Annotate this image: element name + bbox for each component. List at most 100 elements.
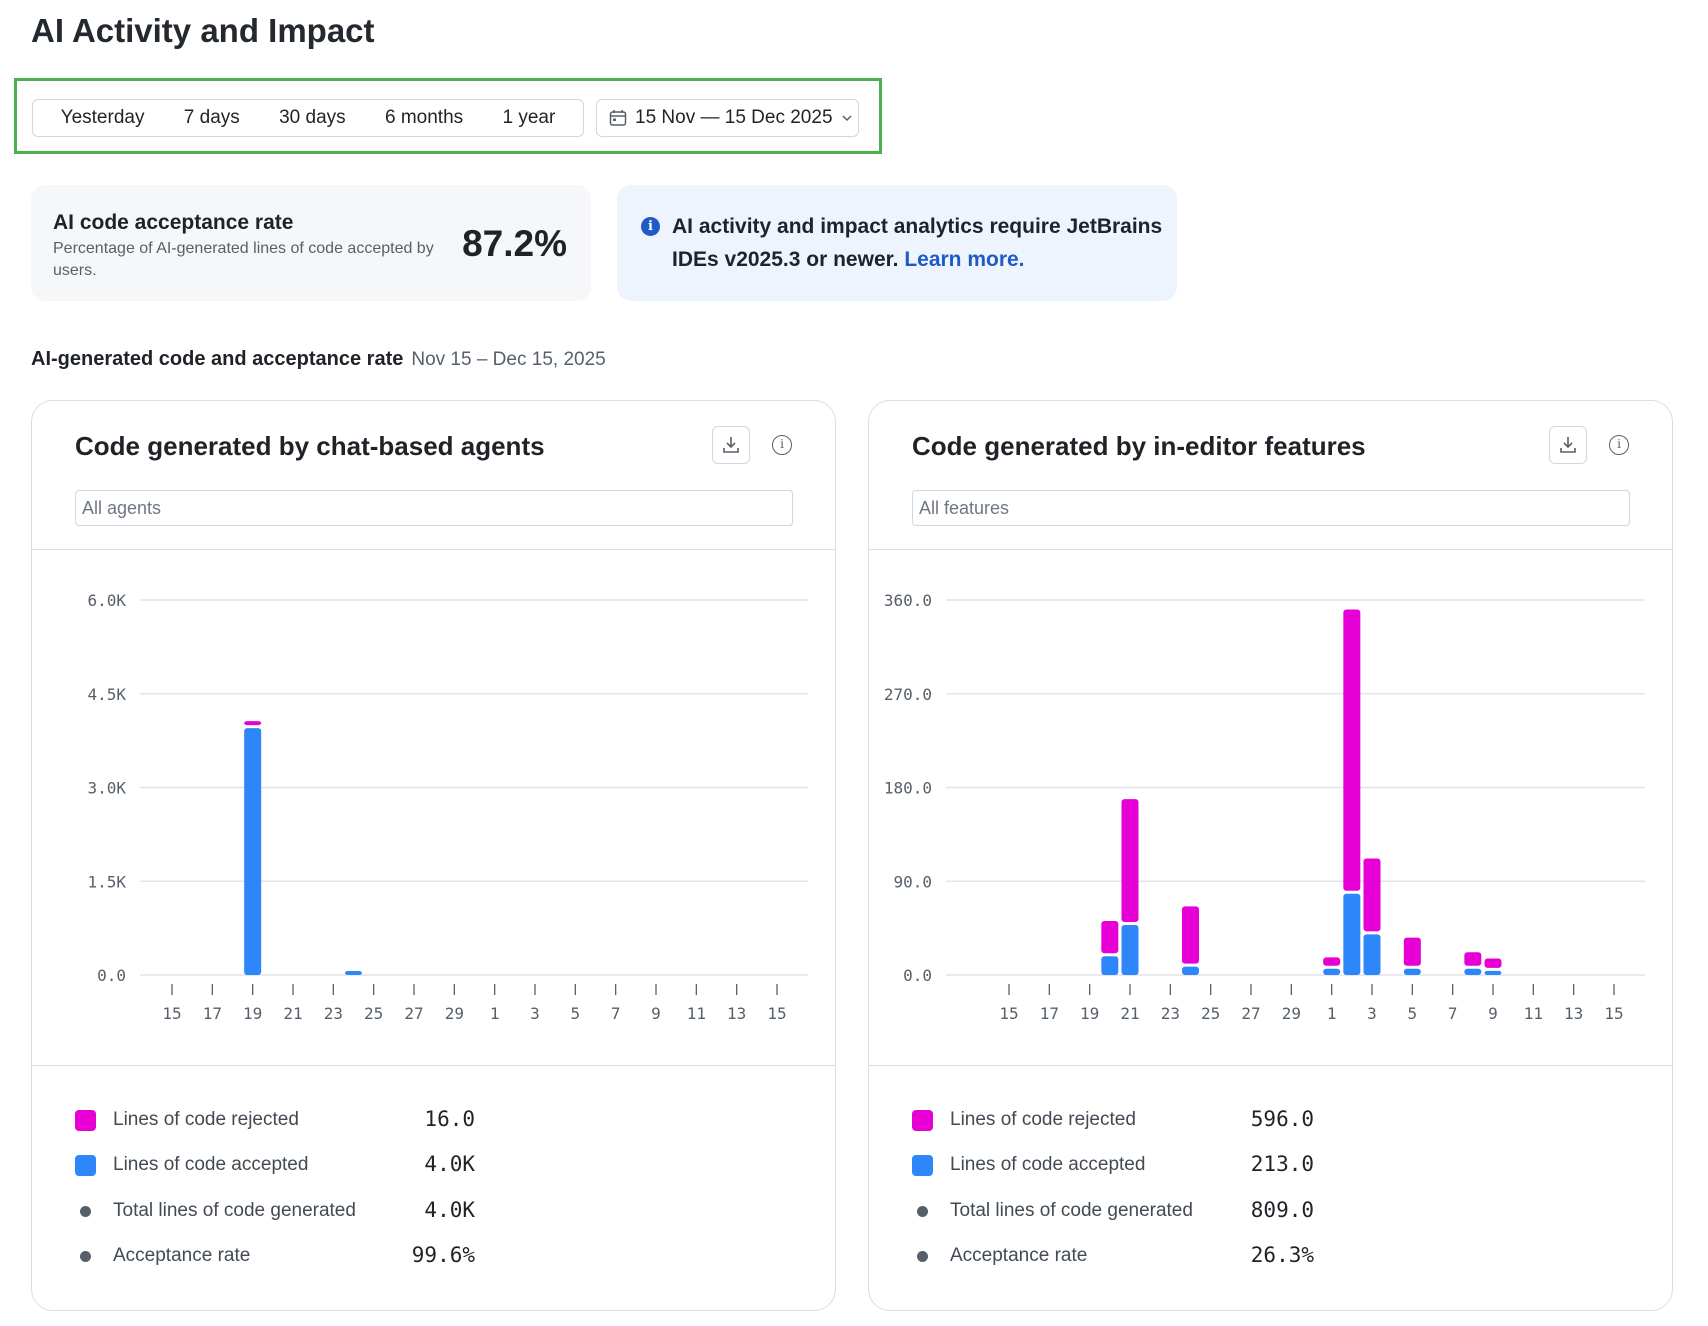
x-tick-label: 19 xyxy=(1080,1004,1099,1023)
calendar-icon xyxy=(609,110,627,126)
x-tick-label: 19 xyxy=(243,1004,262,1023)
bar-accepted[interactable] xyxy=(1101,956,1119,975)
legend-value: 4.0K xyxy=(424,1152,475,1176)
x-tick-label: 5 xyxy=(571,1004,581,1023)
x-tick-label: 7 xyxy=(611,1004,621,1023)
page-title: AI Activity and Impact xyxy=(31,12,375,49)
legend-value: 26.3% xyxy=(1250,1243,1314,1267)
y-tick-label: 6.0K xyxy=(87,591,126,610)
y-tick-label: 0.0 xyxy=(903,966,932,985)
section-title: AI-generated code and acceptance rate xyxy=(31,348,404,370)
legend-dot xyxy=(80,1205,91,1217)
info-icon[interactable]: i xyxy=(1609,435,1629,455)
x-tick-label: 5 xyxy=(1408,1004,1418,1023)
bar-rejected[interactable] xyxy=(1121,799,1139,922)
bar-rejected[interactable] xyxy=(1403,937,1421,966)
filter-input[interactable]: All agents xyxy=(75,490,793,526)
legend-value: 4.0K xyxy=(424,1198,475,1222)
y-tick-label: 90.0 xyxy=(893,872,932,891)
date-range-picker[interactable]: 15 Nov — 15 Dec 2025 xyxy=(596,99,859,137)
legend-label: Lines of code accepted xyxy=(950,1154,1146,1175)
accepted-swatch xyxy=(75,1154,96,1176)
x-tick-label: 25 xyxy=(1201,1004,1220,1023)
x-tick-label: 11 xyxy=(687,1004,706,1023)
x-tick-label: 23 xyxy=(324,1004,343,1023)
x-tick-label: 25 xyxy=(364,1004,383,1023)
x-tick-label: 1 xyxy=(1327,1004,1337,1023)
section-dates: Nov 15 – Dec 15, 2025 xyxy=(411,349,606,370)
range-30-days[interactable]: 30 days xyxy=(279,107,346,128)
bar-rejected[interactable] xyxy=(1343,609,1361,891)
legend-dot xyxy=(917,1250,928,1262)
bar-rejected[interactable] xyxy=(1464,952,1482,966)
x-tick-label: 11 xyxy=(1524,1004,1543,1023)
bar-accepted[interactable] xyxy=(1323,968,1341,975)
info-icon: i xyxy=(641,217,660,236)
x-tick-label: 13 xyxy=(1564,1004,1583,1023)
legend-label: Total lines of code generated xyxy=(113,1200,356,1221)
x-tick-label: 21 xyxy=(283,1004,302,1023)
download-button[interactable] xyxy=(1549,426,1587,464)
x-tick-label: 1 xyxy=(490,1004,500,1023)
bar-rejected[interactable] xyxy=(1363,858,1381,932)
x-tick-label: 3 xyxy=(1367,1004,1377,1023)
learn-more-link[interactable]: Learn more. xyxy=(904,248,1025,271)
date-range-label: 15 Nov — 15 Dec 2025 xyxy=(635,107,833,128)
legend-item: Total lines of code generated xyxy=(75,1200,356,1222)
range-1-year[interactable]: 1 year xyxy=(502,107,556,128)
legend-value: 99.6% xyxy=(411,1243,475,1267)
range-7-days[interactable]: 7 days xyxy=(183,107,240,128)
legend-dot xyxy=(80,1250,91,1262)
bar-accepted[interactable] xyxy=(1363,934,1381,975)
bar-rejected[interactable] xyxy=(1484,958,1502,968)
legend-item: Acceptance rate xyxy=(75,1245,250,1267)
y-tick-label: 360.0 xyxy=(884,591,932,610)
x-tick-label: 29 xyxy=(1282,1004,1301,1023)
acceptance-rate-value: 87.2% xyxy=(462,223,567,264)
range-6-months[interactable]: 6 months xyxy=(384,107,464,128)
bar-accepted[interactable] xyxy=(1403,968,1421,975)
bar-accepted[interactable] xyxy=(345,971,362,975)
bar-rejected[interactable] xyxy=(1101,920,1119,954)
bar-accepted[interactable] xyxy=(1464,968,1482,975)
panel-title: Code generated by in-editor features xyxy=(912,431,1366,461)
bar-accepted[interactable] xyxy=(1343,893,1361,975)
bar-accepted[interactable] xyxy=(244,728,262,975)
legend-value: 16.0 xyxy=(424,1107,475,1131)
bar-rejected[interactable] xyxy=(1323,957,1341,966)
download-button[interactable] xyxy=(712,426,750,464)
y-tick-label: 180.0 xyxy=(884,779,932,798)
legend-item: Lines of code rejected xyxy=(912,1109,1136,1131)
bar-rejected[interactable] xyxy=(1182,906,1199,964)
x-tick-label: 23 xyxy=(1161,1004,1180,1023)
x-tick-label: 17 xyxy=(1040,1004,1059,1023)
x-tick-label: 7 xyxy=(1448,1004,1458,1023)
legend-dot xyxy=(917,1205,928,1217)
info-icon[interactable]: i xyxy=(772,435,792,455)
range-yesterday[interactable]: Yesterday xyxy=(60,107,145,128)
bar-accepted[interactable] xyxy=(1484,970,1502,975)
legend-label: Lines of code accepted xyxy=(113,1154,309,1175)
x-tick-label: 9 xyxy=(1488,1004,1498,1023)
bar-rejected[interactable] xyxy=(244,721,262,726)
panel-title: Code generated by chat-based agents xyxy=(75,431,545,461)
x-tick-label: 9 xyxy=(651,1004,661,1023)
acceptance-rate-subtitle: Percentage of AI-generated lines of code… xyxy=(53,240,434,279)
x-tick-label: 17 xyxy=(203,1004,222,1023)
y-tick-label: 1.5K xyxy=(87,872,126,891)
x-tick-label: 21 xyxy=(1120,1004,1139,1023)
legend-item: Lines of code rejected xyxy=(75,1109,299,1131)
filter-input[interactable]: All features xyxy=(912,490,1630,526)
x-tick-label: 27 xyxy=(1241,1004,1260,1023)
y-tick-label: 0.0 xyxy=(97,966,126,985)
x-tick-label: 15 xyxy=(162,1004,181,1023)
bar-accepted[interactable] xyxy=(1182,966,1199,975)
y-tick-label: 3.0K xyxy=(87,779,126,798)
accepted-swatch xyxy=(912,1154,933,1176)
filter-placeholder: All features xyxy=(919,497,1010,518)
bar-accepted[interactable] xyxy=(1121,925,1139,975)
y-tick-label: 4.5K xyxy=(87,685,126,704)
legend-label: Total lines of code generated xyxy=(950,1200,1193,1221)
rejected-swatch xyxy=(75,1109,96,1131)
